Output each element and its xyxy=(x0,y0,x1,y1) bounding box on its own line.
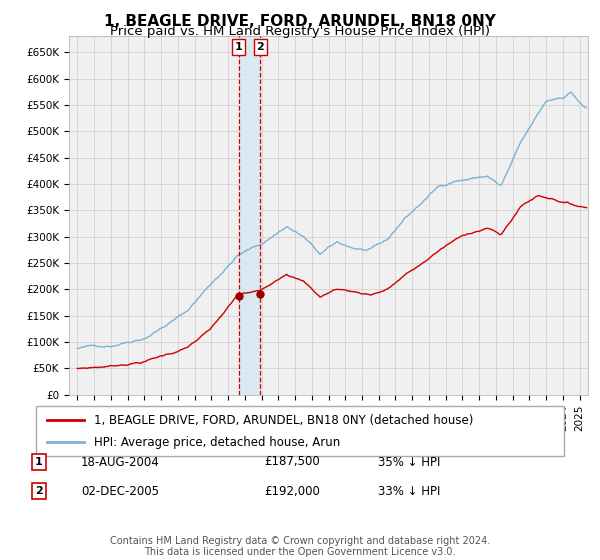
FancyBboxPatch shape xyxy=(36,406,564,456)
Text: 1, BEAGLE DRIVE, FORD, ARUNDEL, BN18 0NY: 1, BEAGLE DRIVE, FORD, ARUNDEL, BN18 0NY xyxy=(104,14,496,29)
Text: 18-AUG-2004: 18-AUG-2004 xyxy=(81,455,160,469)
Bar xyxy=(239,36,260,395)
Text: Contains HM Land Registry data © Crown copyright and database right 2024.
This d: Contains HM Land Registry data © Crown c… xyxy=(110,535,490,557)
Text: 02-DEC-2005: 02-DEC-2005 xyxy=(81,484,159,498)
Text: Price paid vs. HM Land Registry's House Price Index (HPI): Price paid vs. HM Land Registry's House … xyxy=(110,25,490,38)
Text: 1: 1 xyxy=(235,42,242,52)
Text: 2: 2 xyxy=(256,42,264,52)
Text: 33% ↓ HPI: 33% ↓ HPI xyxy=(378,484,440,498)
Text: 35% ↓ HPI: 35% ↓ HPI xyxy=(378,455,440,469)
Text: £187,500: £187,500 xyxy=(264,455,320,469)
Text: £192,000: £192,000 xyxy=(264,484,320,498)
Text: HPI: Average price, detached house, Arun: HPI: Average price, detached house, Arun xyxy=(94,436,340,449)
Text: 2: 2 xyxy=(35,486,43,496)
Text: 1, BEAGLE DRIVE, FORD, ARUNDEL, BN18 0NY (detached house): 1, BEAGLE DRIVE, FORD, ARUNDEL, BN18 0NY… xyxy=(94,414,473,427)
Text: 1: 1 xyxy=(35,457,43,467)
